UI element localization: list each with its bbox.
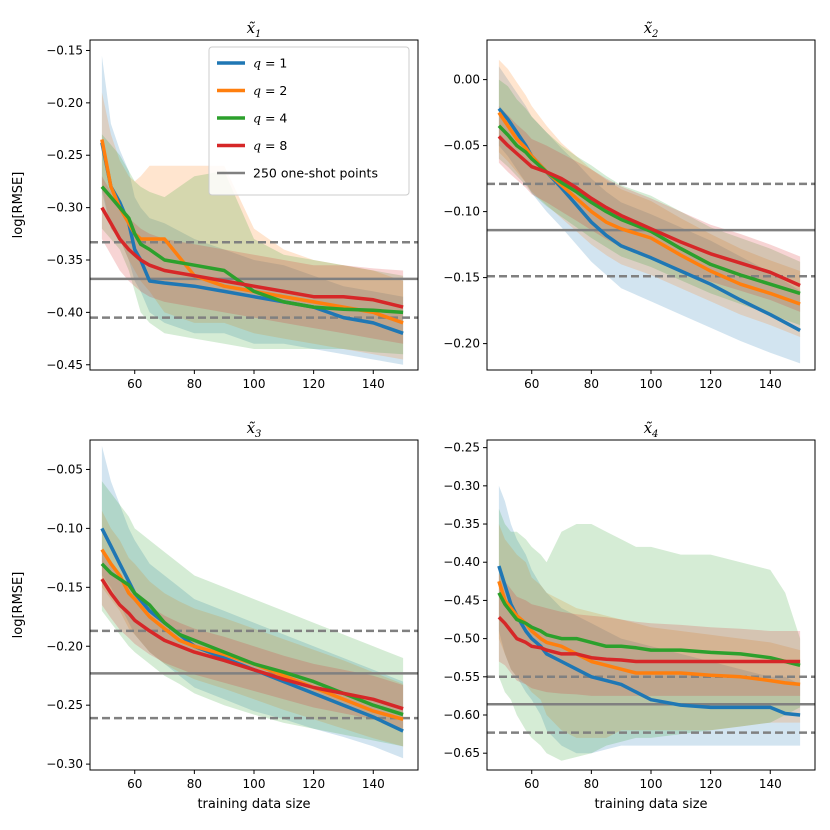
x-axis-label: training data size <box>197 797 310 812</box>
x-tick-label: 140 <box>759 377 782 391</box>
series-line-q4 <box>100 562 404 717</box>
series-line-q2 <box>497 111 801 306</box>
x-axis-label: training data size <box>594 797 707 812</box>
y-tick-label: −0.15 <box>46 580 83 594</box>
band-q4 <box>101 481 404 747</box>
x-tick-label: 80 <box>584 777 599 791</box>
y-tick-label: −0.30 <box>46 201 83 215</box>
band-q4 <box>498 79 801 326</box>
plot-area <box>487 485 815 761</box>
x-tick-label: 80 <box>187 377 202 391</box>
band-q8 <box>101 552 404 729</box>
legend-box <box>208 46 410 196</box>
x-tick-label: 60 <box>524 777 539 791</box>
band-q4 <box>498 508 801 761</box>
band-q2 <box>498 524 801 738</box>
legend: q = 1 q = 2 q = 4 q = 8 250 one-shot points <box>208 46 410 196</box>
legend-label: 250 one-shot points <box>253 166 378 181</box>
y-tick-label: −0.10 <box>443 205 480 219</box>
panel-x1: x̃1 log[RMSE] 60 80 100 120 140 −0.45 −0.40 −0.… <box>11 19 419 391</box>
band-q8 <box>498 106 801 312</box>
y-tick-label: −0.15 <box>46 43 83 57</box>
y-tick-label: −0.40 <box>443 555 480 569</box>
band-q1 <box>101 445 404 759</box>
band-q2 <box>101 92 404 360</box>
y-tick-label: −0.15 <box>443 271 480 285</box>
legend-label: q = 4 <box>253 111 287 126</box>
series-line-q2 <box>497 580 801 687</box>
legend-label: q = 1 <box>253 56 287 71</box>
y-tick-label: −0.25 <box>443 441 480 455</box>
series-line-q8 <box>100 206 404 309</box>
y-tick-label: −0.60 <box>443 708 480 722</box>
y-axis-label: log[RMSE] <box>11 572 26 639</box>
series-line-q4 <box>497 591 801 667</box>
panel-title: x̃3 <box>247 419 262 440</box>
y-tick-label: −0.35 <box>46 253 83 267</box>
legend-label: q = 2 <box>253 83 287 98</box>
series-line-q4 <box>497 124 801 296</box>
x-tick-label: 100 <box>243 377 266 391</box>
x-tick-label: 60 <box>524 377 539 391</box>
x-tick-label: 120 <box>302 377 325 391</box>
x-tick-label: 80 <box>584 377 599 391</box>
series-line-q1 <box>100 527 404 733</box>
y-axis-label: log[RMSE] <box>11 172 26 239</box>
y-tick-label: −0.35 <box>443 517 480 531</box>
y-tick-label: −0.05 <box>443 139 480 153</box>
y-tick-label: −0.10 <box>46 521 83 535</box>
series-line-q8 <box>100 578 404 711</box>
x-tick-label: 100 <box>640 777 663 791</box>
x-tick-label: 100 <box>640 377 663 391</box>
band-q1 <box>498 485 801 754</box>
plot-area <box>90 55 418 365</box>
x-tick-label: 140 <box>759 777 782 791</box>
panel-title: x̃2 <box>644 19 659 40</box>
series-line-q4 <box>100 185 404 315</box>
band-q8 <box>101 176 404 344</box>
series-line-q8 <box>497 135 801 288</box>
plot-area <box>487 59 815 364</box>
panel-x2: x̃2 60 80 100 120 140 −0.20 −0.15 −0.10 −0.05 0.0… <box>443 19 816 391</box>
y-tick-label: −0.20 <box>443 337 480 351</box>
x-tick-label: 120 <box>302 777 325 791</box>
series-line-q8 <box>497 615 801 664</box>
y-tick-label: −0.65 <box>443 746 480 760</box>
y-tick-label: −0.40 <box>46 305 83 319</box>
x-tick-label: 140 <box>362 777 385 791</box>
panel-title: x̃1 <box>247 19 262 40</box>
y-tick-label: −0.45 <box>46 358 83 372</box>
y-tick-label: −0.20 <box>46 96 83 110</box>
x-tick-label: 100 <box>243 777 266 791</box>
y-tick-label: −0.20 <box>46 639 83 653</box>
band-q1 <box>101 55 404 365</box>
y-tick-label: 0.00 <box>453 73 480 87</box>
band-q4 <box>101 134 404 355</box>
x-tick-label: 120 <box>699 777 722 791</box>
band-q8 <box>498 573 801 696</box>
panel-x4: x̃4 training data size 60 80 100 120 140 −0.6… <box>443 419 816 812</box>
band-q1 <box>498 66 801 364</box>
y-tick-label: −0.30 <box>46 757 83 771</box>
panel-x3: x̃3 log[RMSE] training data size 60 80 100… <box>11 419 419 812</box>
x-tick-label: 140 <box>362 377 385 391</box>
series-line-q2 <box>100 548 404 721</box>
y-tick-label: −0.50 <box>443 632 480 646</box>
plot-area <box>90 445 418 759</box>
y-tick-label: −0.30 <box>443 479 480 493</box>
panel-title: x̃4 <box>644 419 659 440</box>
x-tick-label: 60 <box>127 777 142 791</box>
series-line-q1 <box>497 107 801 332</box>
y-tick-label: −0.45 <box>443 593 480 607</box>
x-tick-label: 80 <box>187 777 202 791</box>
y-tick-label: −0.05 <box>46 462 83 476</box>
x-tick-label: 120 <box>699 377 722 391</box>
x-tick-label: 60 <box>127 377 142 391</box>
y-tick-label: −0.25 <box>46 148 83 162</box>
legend-label: q = 8 <box>253 138 287 153</box>
y-tick-label: −0.25 <box>46 698 83 712</box>
y-tick-label: −0.55 <box>443 670 480 684</box>
